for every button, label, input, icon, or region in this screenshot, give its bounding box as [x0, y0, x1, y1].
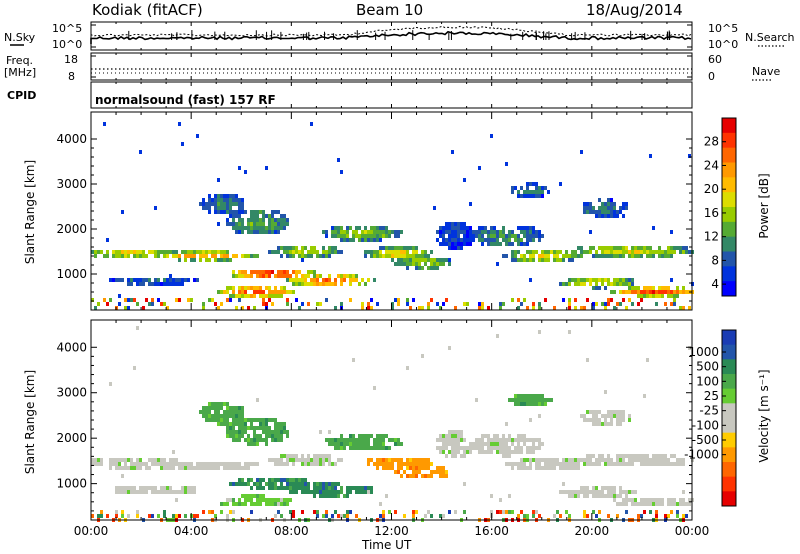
nsky-line — [90, 30, 692, 44]
colorbar-tick-label: 12 — [704, 230, 719, 244]
nsearch-tick-bottom: 10^0 — [708, 38, 739, 51]
y-tick-label: 4000 — [56, 132, 87, 146]
colorbar-segment — [722, 330, 736, 346]
power-panel-cells — [91, 122, 694, 310]
colorbar-tick-label: 8 — [711, 253, 719, 267]
x-tick-label: 20:00 — [575, 524, 610, 538]
colorbar-tick-label: 1000 — [688, 345, 719, 359]
colorbar-tick-label: -25 — [699, 404, 719, 418]
x-tick-label: 04:00 — [174, 524, 209, 538]
colorbar-segment — [722, 403, 736, 419]
colorbar-segment — [722, 281, 736, 297]
colorbar-segment — [722, 221, 736, 238]
colorbar-segment — [722, 162, 736, 178]
y-tick-label: 4000 — [56, 340, 87, 354]
y-tick-label: 1000 — [56, 267, 87, 281]
colorbar-tick-label: 16 — [704, 206, 719, 220]
velocity-panel-cells — [91, 326, 694, 522]
colorbar-tick-label: -100 — [692, 418, 719, 432]
nave-tick-bottom: 0 — [708, 70, 715, 83]
colorbar-segment — [722, 177, 736, 193]
colorbar-segment — [722, 192, 736, 208]
station-title: Kodiak (fitACF) — [92, 1, 203, 19]
colorbar-tick-label: -1000 — [684, 448, 719, 462]
colorbar-tick-label: 20 — [704, 182, 719, 196]
colorbar-segment — [722, 344, 736, 360]
nsearch-line — [90, 25, 692, 43]
nsearch-label: N.Search — [745, 31, 795, 44]
freq-panel — [90, 52, 693, 81]
colorbar-segment — [722, 476, 736, 492]
colorbar-tick-label: 25 — [704, 389, 719, 403]
x-tick-label: 08:00 — [274, 524, 309, 538]
colorbar-segment — [722, 236, 736, 252]
x-tick-label: 00:00 — [675, 524, 710, 538]
nsky-tick-bottom: 10^0 — [52, 38, 83, 51]
freq-label-2: [MHz] — [4, 66, 37, 79]
colorbar-segment — [722, 132, 736, 149]
colorbar-segment — [722, 359, 736, 375]
x-axis-title: Time UT — [362, 538, 412, 552]
y-tick-label: 3000 — [56, 177, 87, 191]
colorbar-frame — [721, 329, 737, 507]
colorbar-segment — [722, 118, 736, 134]
colorbar-segment — [722, 388, 736, 404]
colorbar-tick-label: 28 — [704, 135, 719, 149]
colorbar-segment — [722, 251, 736, 267]
colorbar-segment — [722, 418, 736, 434]
colorbar-segment — [722, 447, 736, 463]
colorbar-tick-label: -500 — [692, 433, 719, 447]
freq-tick-top: 18 — [64, 53, 78, 66]
date-title: 18/Aug/2014 — [586, 1, 683, 19]
x-tick-label: 16:00 — [474, 524, 509, 538]
colorbar-tick-label: 4 — [711, 277, 719, 291]
colorbar-segment — [722, 147, 736, 163]
nave-label: Nave — [752, 65, 781, 78]
colorbar-segment — [722, 491, 736, 507]
nsky-panel — [90, 21, 693, 51]
beam-title: Beam 10 — [356, 1, 424, 19]
colorbar-tick-label: 100 — [696, 374, 719, 388]
colorbar-tick-label: 24 — [704, 158, 719, 172]
colorbar-segment — [722, 266, 736, 282]
y-tick-label: 3000 — [56, 386, 87, 400]
colorbar-segment — [722, 462, 736, 478]
nave-tick-top: 60 — [708, 53, 722, 66]
colorbar-tick-label: 500 — [696, 360, 719, 374]
freq-label-1: Freq. — [6, 54, 34, 67]
nsky-label: N.Sky — [4, 31, 36, 44]
x-tick-label: 00:00 — [74, 524, 109, 538]
colorbar-segment — [722, 374, 736, 390]
colorbar-frame — [721, 117, 737, 297]
y-tick-label: 2000 — [56, 222, 87, 236]
nsky-tick-top: 10^5 — [52, 22, 83, 35]
freq-tick-bottom: 8 — [68, 70, 75, 83]
colorbar-segment — [722, 207, 736, 223]
y-tick-label: 2000 — [56, 431, 87, 445]
y-tick-label: 1000 — [56, 477, 87, 491]
cpid-text: normalsound (fast) 157 RF — [95, 93, 276, 107]
x-tick-label: 12:00 — [374, 524, 409, 538]
cpid-label: CPID — [7, 89, 37, 102]
nsearch-tick-top: 10^5 — [708, 22, 739, 35]
colorbar-segment — [722, 432, 736, 448]
